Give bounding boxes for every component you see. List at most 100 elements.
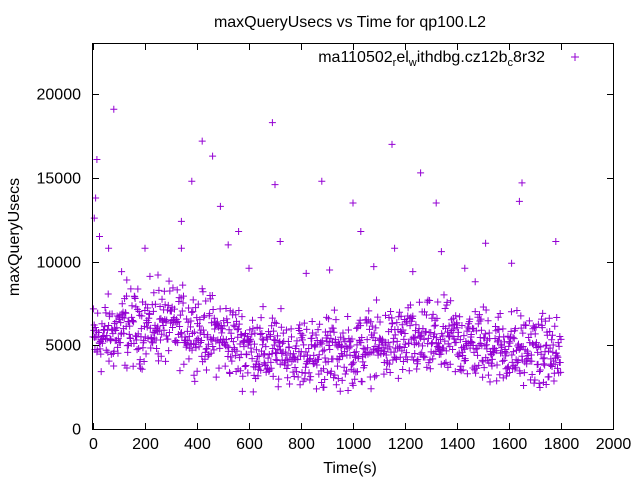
data-point: [289, 368, 297, 376]
data-point: [269, 372, 277, 380]
data-point: [493, 377, 501, 385]
y-tick-label: 5000: [45, 338, 81, 355]
data-point: [97, 368, 105, 376]
data-point: [400, 335, 408, 343]
data-point: [196, 316, 204, 324]
x-tick-label: 0: [89, 436, 98, 453]
data-point: [371, 336, 379, 344]
data-point: [492, 347, 500, 355]
data-point: [509, 348, 517, 356]
data-point: [268, 314, 276, 322]
data-point: [282, 326, 290, 334]
data-point: [164, 335, 172, 343]
data-point: [184, 336, 192, 344]
data-point: [551, 360, 559, 368]
data-point: [96, 233, 103, 240]
data-point: [453, 324, 461, 332]
data-point: [296, 381, 304, 389]
data-point: [188, 308, 196, 316]
data-point: [405, 339, 413, 347]
data-point: [290, 373, 298, 381]
data-point: [360, 362, 368, 370]
data-point: [479, 373, 487, 381]
data-point: [320, 383, 328, 391]
data-point: [120, 329, 128, 337]
data-point: [118, 300, 126, 308]
data-point: [96, 345, 104, 353]
data-point: [146, 324, 154, 332]
data-point: [105, 244, 113, 252]
data-point: [446, 360, 454, 368]
data-point: [153, 345, 161, 353]
data-point: [363, 319, 371, 327]
data-point: [471, 308, 479, 316]
data-point: [128, 302, 136, 310]
data-point: [461, 357, 469, 365]
data-point: [421, 353, 429, 361]
data-point: [268, 322, 276, 330]
data-point: [413, 365, 421, 373]
data-point: [517, 312, 525, 320]
data-point: [223, 342, 231, 350]
data-point: [535, 379, 543, 387]
data-point: [244, 369, 252, 377]
data-point: [123, 364, 131, 372]
data-point: [324, 358, 332, 366]
data-point: [300, 341, 308, 349]
data-point: [227, 353, 235, 361]
data-point: [452, 312, 460, 320]
data-point: [185, 304, 193, 312]
data-point: [538, 315, 545, 323]
data-point: [269, 344, 277, 352]
data-point: [156, 302, 164, 310]
data-point: [396, 308, 404, 316]
chart-title: maxQueryUsecs vs Time for qp100.L2: [214, 14, 486, 31]
data-point: [513, 307, 521, 315]
data-point: [110, 362, 118, 370]
data-point: [129, 317, 137, 325]
data-point: [249, 316, 257, 324]
data-point: [463, 340, 471, 348]
data-point: [262, 343, 270, 351]
data-point: [293, 368, 301, 376]
data-point: [248, 355, 256, 363]
data-point: [163, 316, 171, 324]
data-point: [311, 341, 319, 349]
data-point: [442, 358, 450, 366]
data-point: [334, 362, 342, 370]
data-point: [400, 343, 408, 351]
data-point: [450, 325, 458, 333]
data-point: [411, 350, 419, 358]
data-point: [429, 310, 437, 318]
data-point: [550, 377, 558, 385]
data-point: [548, 336, 556, 344]
data-point: [194, 335, 202, 343]
data-point: [494, 313, 502, 321]
data-point: [503, 349, 511, 357]
data-point: [428, 340, 436, 348]
data-point: [331, 371, 339, 379]
data-point: [250, 340, 258, 348]
data-point: [512, 363, 520, 371]
data-point: [187, 323, 194, 331]
data-point: [482, 239, 490, 247]
data-point: [108, 310, 116, 318]
data-point: [332, 381, 340, 389]
data-point: [240, 343, 248, 351]
data-point: [157, 352, 165, 360]
data-point: [151, 300, 159, 308]
data-point: [129, 362, 137, 370]
data-point: [455, 349, 463, 357]
data-point: [254, 372, 262, 380]
data-point: [318, 378, 326, 386]
data-point: [218, 325, 226, 333]
data-point: [126, 322, 134, 330]
data-point: [321, 354, 329, 362]
data-point: [276, 238, 284, 246]
data-point: [210, 346, 218, 354]
data-point: [122, 309, 130, 317]
data-point: [313, 361, 321, 369]
data-point: [344, 387, 352, 395]
data-point: [372, 324, 380, 332]
data-point: [174, 318, 182, 326]
